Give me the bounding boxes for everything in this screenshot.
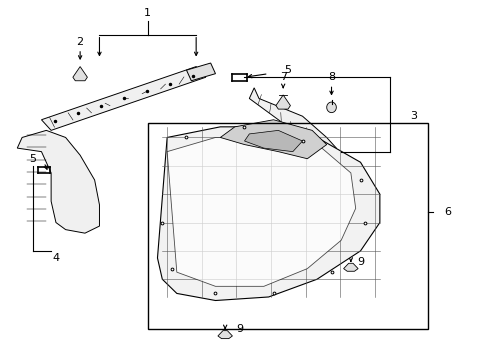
Polygon shape: [157, 127, 379, 301]
Polygon shape: [244, 130, 302, 152]
Polygon shape: [73, 67, 87, 81]
Text: 5: 5: [29, 154, 36, 164]
Polygon shape: [326, 102, 336, 113]
Polygon shape: [343, 263, 357, 271]
Polygon shape: [218, 330, 232, 339]
Text: 4: 4: [52, 253, 60, 263]
Polygon shape: [167, 138, 355, 286]
Text: 2: 2: [77, 37, 83, 47]
Polygon shape: [41, 67, 205, 130]
Text: 9: 9: [356, 257, 364, 266]
Polygon shape: [17, 130, 99, 233]
Text: 9: 9: [236, 324, 243, 334]
Text: 7: 7: [279, 72, 286, 82]
Polygon shape: [220, 120, 326, 159]
Text: 5: 5: [284, 65, 291, 75]
Polygon shape: [275, 95, 290, 109]
Bar: [147, 123, 427, 329]
Text: 6: 6: [443, 207, 450, 217]
Polygon shape: [249, 88, 336, 159]
Text: 1: 1: [144, 8, 151, 18]
Text: 3: 3: [409, 111, 416, 121]
Polygon shape: [186, 63, 215, 81]
Text: 8: 8: [327, 72, 334, 82]
